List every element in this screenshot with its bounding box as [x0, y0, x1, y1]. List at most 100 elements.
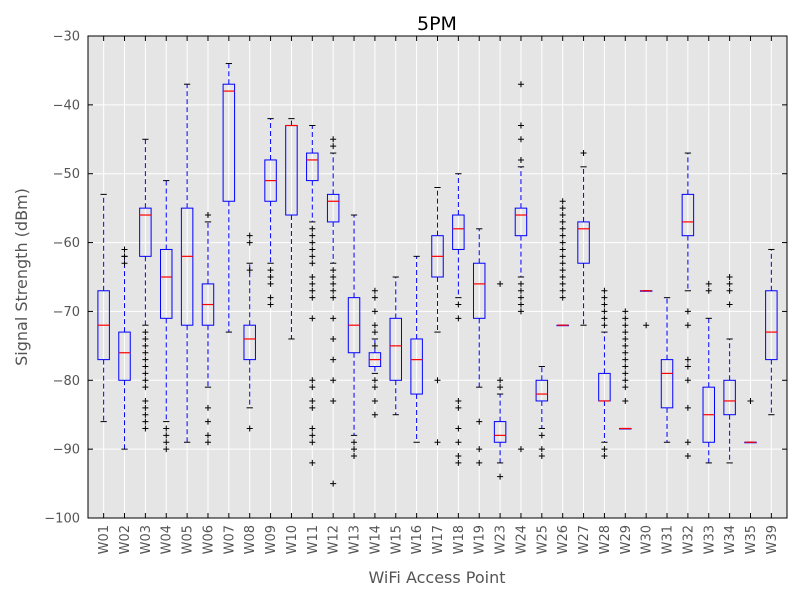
flier-point [267, 294, 274, 301]
x-tick-label: W03 [139, 525, 154, 554]
box-w15 [389, 276, 403, 416]
box-w26 [556, 198, 569, 327]
flier-point [455, 315, 462, 322]
flier-point [309, 232, 316, 239]
flier-point [622, 356, 629, 363]
x-axis-ticks: W01 W02 W03 W04 W05 W06 W07 W08 W09 W10 W11 W12 W13 W… [97, 36, 780, 554]
flier-point [309, 253, 316, 260]
flier-point [204, 418, 211, 425]
flier-point [497, 473, 504, 480]
flier-point [601, 287, 608, 294]
flier-point [622, 308, 629, 315]
flier-point [330, 287, 337, 294]
y-axis-label: Signal Strength (dBm) [12, 188, 31, 366]
box-w32 [681, 152, 695, 460]
flier-point [142, 342, 149, 349]
flier-point [517, 446, 524, 453]
flier-point [330, 356, 337, 363]
flier-point [476, 459, 483, 466]
flier-point [309, 294, 316, 301]
flier-point [246, 232, 253, 239]
box-body [389, 317, 403, 381]
x-tick-label: W10 [285, 525, 300, 554]
flier-point [559, 218, 566, 225]
x-tick-label: W33 [702, 525, 717, 554]
flier-point [371, 342, 378, 349]
flier-point [142, 377, 149, 384]
flier-point [455, 404, 462, 411]
flier-point [142, 404, 149, 411]
flier-point [601, 446, 608, 453]
x-tick-label: W05 [181, 525, 196, 554]
flier-point [517, 122, 524, 129]
chart-title: 5PM [417, 13, 457, 35]
box-w06 [201, 212, 215, 446]
flier-point [455, 459, 462, 466]
flier-point [726, 280, 733, 287]
flier-point [684, 363, 691, 370]
x-tick-label: W06 [201, 525, 216, 554]
flier-point [371, 322, 378, 329]
y-tick-label: −50 [53, 167, 80, 182]
y-tick-label: −40 [53, 98, 80, 113]
flier-point [142, 329, 149, 336]
box-w29 [619, 308, 632, 430]
flier-point [747, 397, 754, 404]
flier-point [601, 453, 608, 460]
flier-point [476, 418, 483, 425]
flier-point [684, 404, 691, 411]
box-w05 [180, 83, 194, 443]
flier-point [517, 308, 524, 315]
flier-point [559, 274, 566, 280]
box-w39 [765, 248, 778, 416]
flier-point [309, 225, 316, 232]
flier-point [330, 377, 337, 384]
flier-point [121, 246, 128, 253]
box-body [493, 421, 507, 443]
flier-point [267, 301, 274, 308]
y-tick-label: −70 [53, 305, 80, 320]
box-body [118, 331, 131, 381]
x-tick-label: W07 [222, 525, 237, 554]
box-series [97, 63, 778, 487]
flier-point [559, 246, 566, 253]
flier-point [622, 335, 629, 342]
x-tick-label: W19 [473, 525, 488, 554]
flier-point [309, 425, 316, 432]
flier-point [726, 274, 733, 280]
x-tick-label: W31 [661, 525, 676, 554]
box-w03 [139, 138, 152, 432]
flier-point [163, 432, 170, 439]
flier-point [330, 143, 337, 150]
flier-point [351, 439, 358, 446]
flier-point [684, 322, 691, 329]
flier-point [204, 439, 211, 446]
box-body [765, 290, 778, 361]
box-w09 [264, 118, 277, 308]
flier-point [142, 370, 149, 377]
flier-point [538, 432, 545, 439]
flier-point [330, 136, 337, 143]
flier-point [622, 363, 629, 370]
flier-point [517, 301, 524, 308]
flier-point [351, 446, 358, 453]
x-tick-label: W11 [306, 525, 321, 554]
flier-point [601, 308, 608, 315]
flier-point [559, 225, 566, 232]
flier-point [309, 280, 316, 287]
flier-point [455, 301, 462, 308]
flier-point [601, 322, 608, 329]
flier-point [559, 239, 566, 246]
flier-point [309, 287, 316, 294]
x-tick-label: W14 [368, 525, 383, 554]
flier-point [455, 453, 462, 460]
flier-point [309, 397, 316, 404]
y-tick-label: −30 [53, 30, 80, 45]
flier-point [309, 432, 316, 439]
box-w19 [472, 228, 486, 466]
flier-point [309, 274, 316, 280]
flier-point [309, 260, 316, 267]
flier-point [622, 384, 629, 391]
x-tick-label: W26 [556, 525, 571, 554]
